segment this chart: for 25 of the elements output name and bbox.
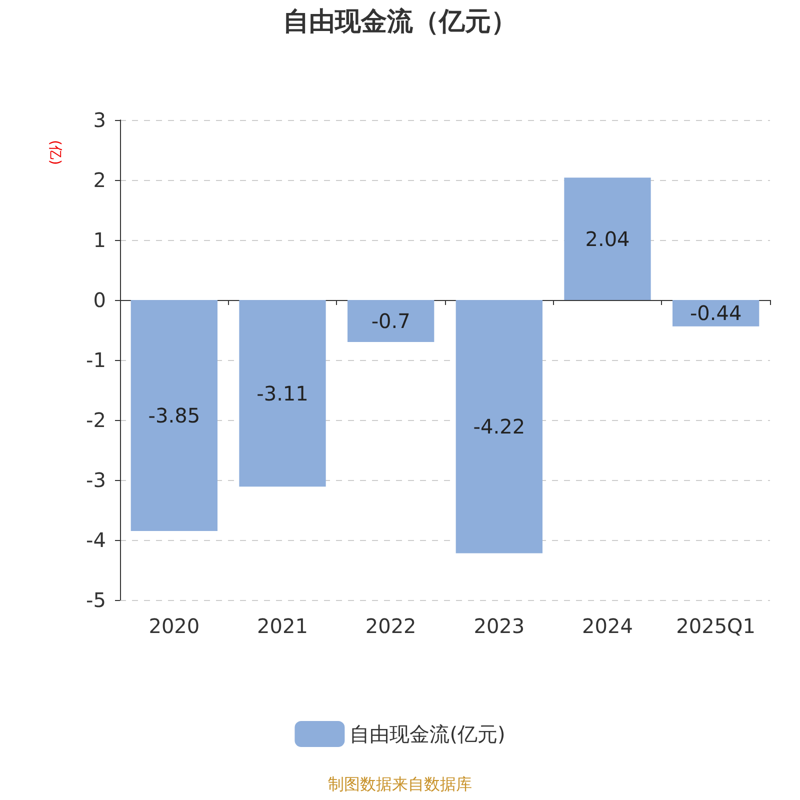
y-tick-label: 0 — [93, 288, 106, 312]
x-tick-label: 2025Q1 — [676, 614, 756, 638]
y-tick-label: 2 — [93, 168, 106, 192]
x-tick-label: 2023 — [474, 614, 525, 638]
legend-label: 自由现金流(亿元) — [350, 722, 506, 746]
data-label: 2.04 — [585, 226, 630, 251]
y-tick-label: -2 — [86, 408, 106, 432]
data-label: -0.44 — [690, 301, 742, 326]
data-label: -4.22 — [473, 414, 526, 439]
data-label: -3.85 — [148, 404, 200, 428]
x-tick-label: 2024 — [582, 614, 633, 638]
x-tick-label: 2021 — [257, 614, 308, 638]
y-axis-title: (亿) — [47, 140, 63, 165]
text: 制图数据来自数据库 — [328, 774, 472, 794]
y-tick-label: -5 — [86, 588, 106, 612]
x-tick-label: 2020 — [148, 614, 200, 638]
y-tick-label: -3 — [86, 468, 106, 492]
data-label: -0.7 — [371, 309, 410, 333]
x-tick-label: 2022 — [365, 614, 416, 638]
y-tick-label: -1 — [86, 348, 106, 372]
chart-title: 自由现金流（亿元） — [283, 7, 517, 37]
data-label: -3.11 — [256, 381, 308, 406]
y-tick-label: -4 — [86, 528, 106, 552]
y-tick-label: 1 — [93, 228, 106, 252]
y-tick-label: 3 — [93, 108, 106, 132]
